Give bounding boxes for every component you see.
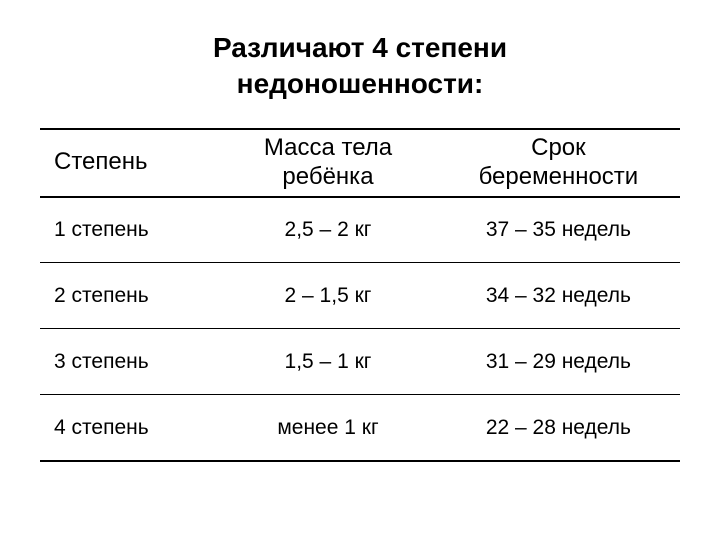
cell-term: 37 – 35 недель xyxy=(437,197,680,263)
table-row: 1 степень 2,5 – 2 кг 37 – 35 недель xyxy=(40,197,680,263)
title-line-1: Различают 4 степени xyxy=(213,32,507,63)
header-degree-text: Степень xyxy=(54,148,148,175)
header-term-line1: Срок xyxy=(531,134,586,161)
cell-degree: 3 степень xyxy=(40,329,219,395)
cell-degree: 2 степень xyxy=(40,263,219,329)
header-mass: Масса тела ребёнка xyxy=(219,129,437,197)
cell-mass: 1,5 – 1 кг xyxy=(219,329,437,395)
header-mass-line1: Масса тела xyxy=(264,134,392,161)
header-term-line2: беременности xyxy=(479,163,639,190)
prematurity-table: Степень Масса тела ребёнка Срок беременн… xyxy=(40,128,680,462)
table-row: 2 степень 2 – 1,5 кг 34 – 32 недель xyxy=(40,263,680,329)
header-mass-line2: ребёнка xyxy=(282,163,373,190)
cell-term: 22 – 28 недель xyxy=(437,395,680,461)
header-term: Срок беременности xyxy=(437,129,680,197)
cell-mass: 2 – 1,5 кг xyxy=(219,263,437,329)
cell-term: 31 – 29 недель xyxy=(437,329,680,395)
header-degree: Степень xyxy=(40,129,219,197)
cell-degree: 4 степень xyxy=(40,395,219,461)
table-row: 3 степень 1,5 – 1 кг 31 – 29 недель xyxy=(40,329,680,395)
cell-term: 34 – 32 недель xyxy=(437,263,680,329)
title-line-2: недоношенности: xyxy=(237,68,484,99)
table-row: 4 степень менее 1 кг 22 – 28 недель xyxy=(40,395,680,461)
cell-mass: менее 1 кг xyxy=(219,395,437,461)
cell-degree: 1 степень xyxy=(40,197,219,263)
page-title: Различают 4 степени недоношенности: xyxy=(40,30,680,103)
cell-mass: 2,5 – 2 кг xyxy=(219,197,437,263)
table-header-row: Степень Масса тела ребёнка Срок беременн… xyxy=(40,129,680,197)
